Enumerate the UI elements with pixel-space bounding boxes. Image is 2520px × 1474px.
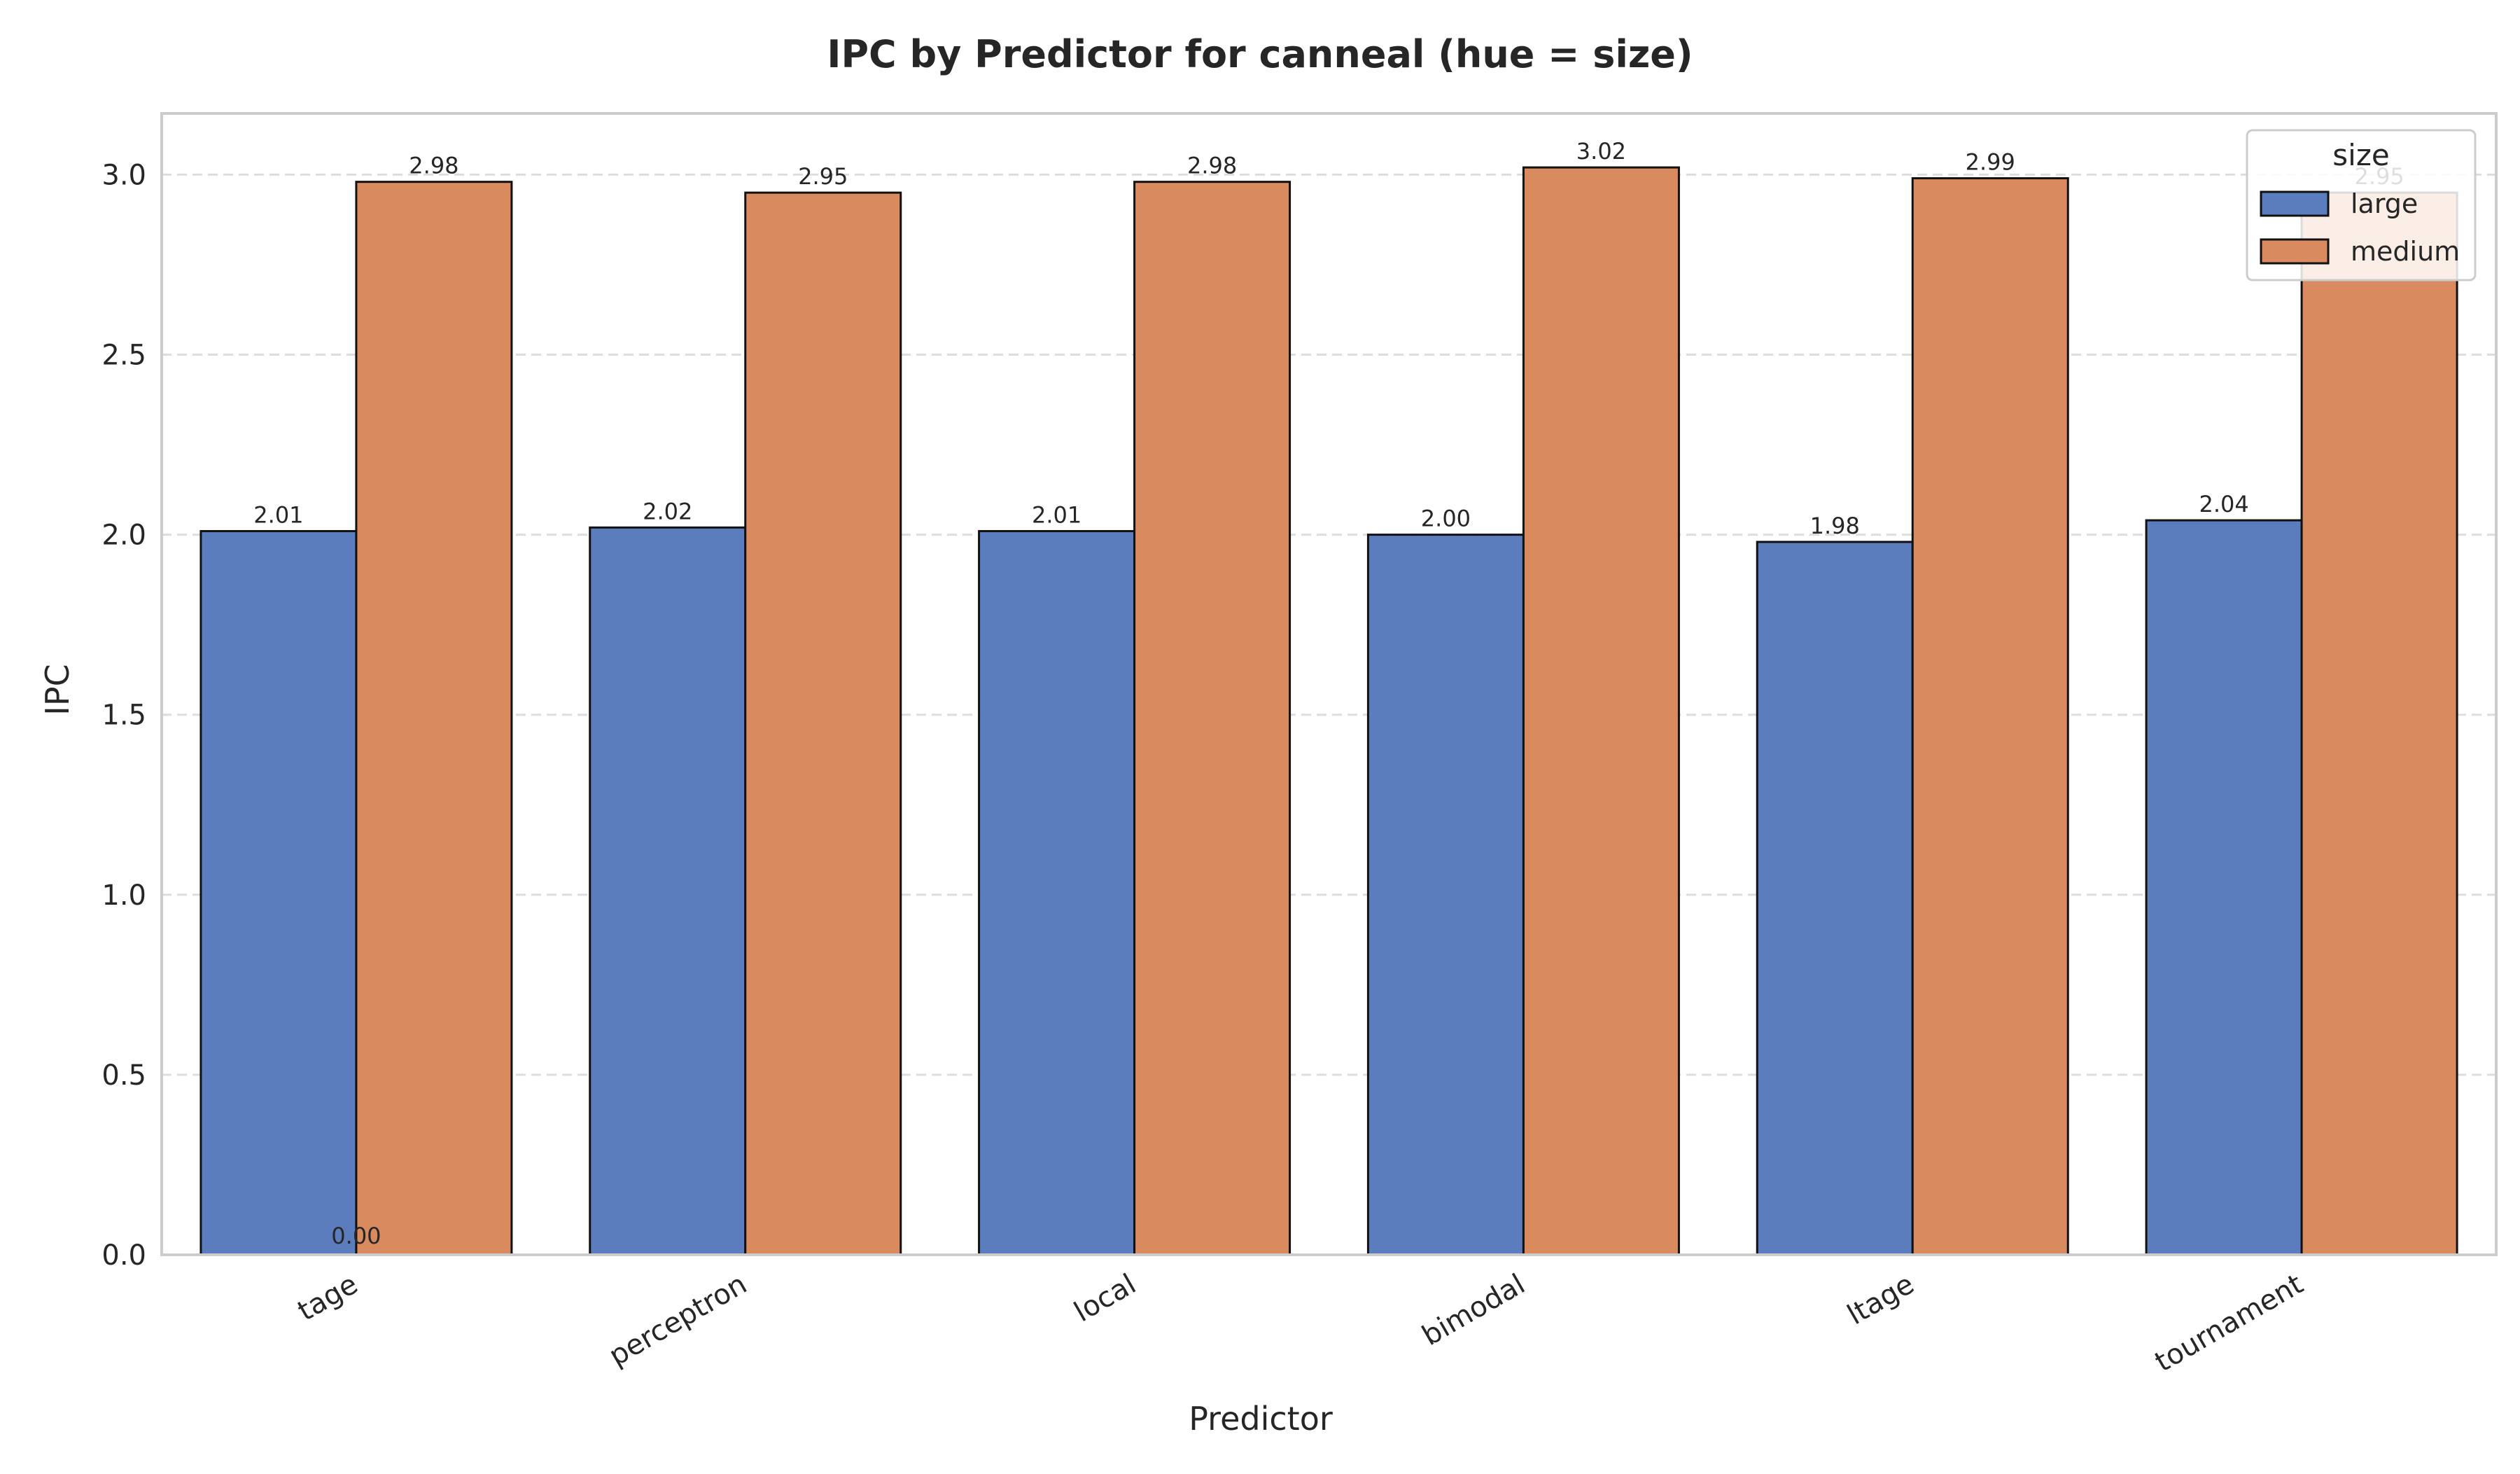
y-tick-label: 2.0 bbox=[102, 520, 146, 552]
data-label: 2.98 bbox=[1187, 153, 1237, 179]
legend-label-large: large bbox=[2351, 188, 2418, 219]
legend: size large medium bbox=[2246, 129, 2477, 281]
x-tick-label: tage bbox=[293, 1268, 363, 1328]
data-label-extra: 0.00 bbox=[331, 1223, 381, 1249]
bar-large-bimodal bbox=[1366, 534, 1525, 1256]
bar-large-tage bbox=[200, 529, 358, 1256]
bar-medium-tage bbox=[355, 181, 513, 1256]
legend-label-medium: medium bbox=[2351, 236, 2460, 267]
y-tick-label: 1.5 bbox=[102, 700, 146, 732]
data-label: 2.95 bbox=[798, 163, 848, 190]
data-label: 2.04 bbox=[2199, 491, 2248, 517]
data-labels: 2.01 2.98 2.02 2.95 2.01 2.98 2.00 3.02 1.98 2.99… bbox=[253, 138, 2404, 1249]
x-tick-label: perceptron bbox=[603, 1268, 752, 1372]
bar-medium-perceptron bbox=[744, 191, 902, 1256]
y-tick-label: 0.0 bbox=[102, 1239, 146, 1272]
gridlines bbox=[162, 173, 2496, 1076]
x-tick-label: bimodal bbox=[1417, 1268, 1530, 1352]
bar-medium-ltage bbox=[1911, 177, 2069, 1256]
x-tick-label: local bbox=[1069, 1268, 1142, 1328]
data-label: 2.00 bbox=[1421, 506, 1471, 532]
data-label: 3.02 bbox=[1576, 138, 1626, 165]
x-axis-label: Predictor bbox=[1189, 1400, 1333, 1438]
bar-medium-local bbox=[1133, 181, 1292, 1256]
bar-large-perceptron bbox=[589, 526, 747, 1256]
legend-title: size bbox=[2332, 138, 2389, 172]
bar-large-ltage bbox=[1756, 541, 1914, 1256]
data-label: 2.02 bbox=[643, 498, 692, 524]
bar-medium-tournament bbox=[2300, 191, 2458, 1256]
data-label: 2.01 bbox=[253, 501, 303, 528]
chart-title: IPC by Predictor for canneal (hue = size… bbox=[827, 32, 1693, 76]
bar-medium-bimodal bbox=[1522, 166, 1680, 1256]
data-label: 2.98 bbox=[409, 153, 458, 179]
y-tick-label: 3.0 bbox=[102, 159, 146, 191]
plot-frame bbox=[160, 112, 2498, 1256]
y-axis-label: IPC bbox=[38, 664, 76, 715]
bar-large-tournament bbox=[2145, 519, 2303, 1256]
data-label: 1.98 bbox=[1810, 513, 1860, 539]
x-tick-label: tournament bbox=[2150, 1268, 2309, 1379]
data-label: 2.01 bbox=[1032, 501, 1082, 528]
y-tick-label: 0.5 bbox=[102, 1059, 146, 1092]
y-tick-label: 1.0 bbox=[102, 879, 146, 912]
legend-swatch-large bbox=[2260, 190, 2330, 217]
bars bbox=[200, 166, 2458, 1256]
legend-swatch-medium bbox=[2260, 238, 2330, 265]
y-tick-label: 2.5 bbox=[102, 340, 146, 372]
bar-large-local bbox=[978, 529, 1136, 1256]
data-label: 2.99 bbox=[1966, 149, 2015, 176]
x-tick-label: ltage bbox=[1842, 1268, 1920, 1331]
